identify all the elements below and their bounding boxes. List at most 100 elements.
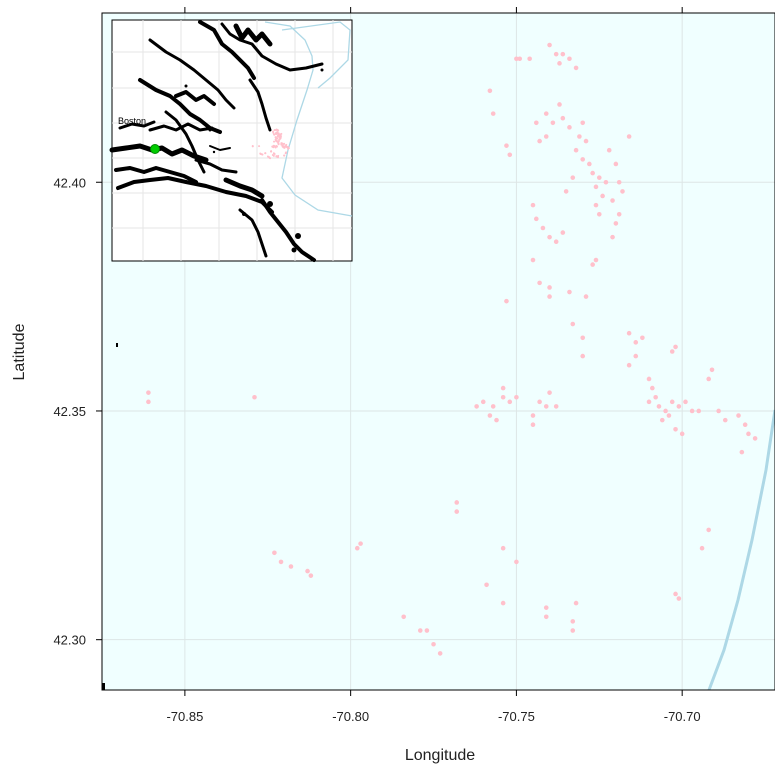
- data-point: [656, 404, 662, 409]
- data-point: [401, 614, 406, 620]
- data-point: [650, 385, 655, 391]
- inset-map: Boston: [109, 19, 353, 262]
- data-point: [570, 321, 576, 327]
- inset-coastline: [281, 21, 351, 89]
- data-point: [633, 353, 639, 359]
- data-point: [543, 605, 549, 610]
- data-point: [514, 394, 519, 400]
- data-point: [676, 596, 682, 601]
- inset-land: [109, 20, 324, 262]
- data-point: [537, 138, 542, 144]
- data-point: [673, 344, 678, 350]
- data-point: [507, 399, 513, 405]
- data-point: [437, 651, 443, 656]
- data-point: [596, 175, 602, 180]
- data-point: [616, 179, 622, 185]
- data-point: [590, 170, 595, 176]
- inset-data-point: [283, 146, 286, 149]
- data-point: [577, 134, 582, 139]
- data-point: [706, 527, 711, 533]
- data-point: [358, 541, 363, 546]
- data-point: [494, 417, 499, 423]
- inset-data-point: [285, 151, 288, 154]
- inset-data-point: [273, 133, 276, 136]
- data-point: [666, 413, 672, 418]
- data-point: [689, 408, 695, 414]
- data-point: [633, 340, 639, 345]
- data-point: [673, 591, 678, 597]
- data-point: [583, 138, 589, 144]
- inset-data-point: [277, 143, 280, 146]
- data-point: [739, 449, 745, 455]
- inset-data-point: [269, 157, 272, 160]
- data-point: [716, 408, 721, 414]
- data-point: [547, 390, 552, 395]
- inset-data-point: [275, 144, 278, 147]
- coastline: [707, 409, 775, 691]
- data-point: [530, 202, 536, 208]
- y-tick-label: 42.35: [53, 404, 86, 419]
- data-point: [557, 102, 562, 107]
- data-point: [543, 614, 549, 620]
- data-point: [550, 120, 556, 126]
- data-point: [507, 152, 513, 158]
- data-point: [308, 573, 314, 578]
- data-point: [146, 390, 151, 395]
- data-point: [252, 394, 257, 400]
- data-point: [288, 564, 294, 569]
- data-point: [593, 202, 599, 208]
- inset-data-point: [277, 129, 280, 132]
- data-point: [709, 367, 715, 373]
- data-point: [722, 417, 728, 423]
- x-axis: -70.85 -70.80 -70.75 -70.70: [166, 7, 701, 724]
- data-point: [527, 56, 532, 62]
- data-point: [560, 230, 566, 235]
- inset-data-point: [275, 155, 278, 158]
- data-point: [626, 134, 632, 139]
- inset-data-point: [273, 152, 276, 155]
- inset-data-point: [272, 154, 275, 157]
- data-point: [669, 399, 675, 405]
- data-point: [742, 422, 748, 427]
- data-point: [653, 394, 658, 400]
- inset-data-point: [283, 142, 286, 145]
- inset-data-point: [278, 138, 281, 141]
- data-point: [696, 408, 702, 414]
- inset-data-point: [276, 137, 279, 140]
- inset-data-point: [261, 153, 264, 156]
- data-point: [610, 234, 615, 240]
- data-point: [593, 257, 599, 263]
- data-point: [537, 399, 542, 405]
- data-point: [534, 216, 539, 222]
- data-point: [543, 404, 549, 409]
- data-point: [593, 184, 599, 190]
- data-point: [553, 404, 559, 409]
- data-point: [570, 619, 576, 624]
- inset-data-point: [270, 150, 273, 153]
- data-point: [587, 161, 592, 167]
- data-point: [354, 545, 360, 551]
- data-point: [547, 285, 552, 290]
- data-point: [616, 211, 622, 217]
- x-tick-label: -70.80: [332, 709, 369, 724]
- data-point: [613, 221, 619, 226]
- data-point: [567, 125, 572, 130]
- inset-data-point: [277, 132, 280, 135]
- data-point: [573, 600, 579, 606]
- inset-data-point: [273, 140, 276, 143]
- data-point: [676, 404, 682, 409]
- data-point: [736, 413, 741, 418]
- data-point: [547, 234, 552, 240]
- data-point: [610, 198, 615, 203]
- data-point: [570, 628, 576, 633]
- land-fragment: [102, 683, 105, 690]
- data-point: [699, 545, 705, 551]
- y-axis: 42.30 42.35 42.40: [53, 175, 102, 648]
- inset-land-islands: [184, 68, 324, 253]
- y-tick-label: 42.40: [53, 175, 86, 190]
- data-point: [530, 257, 536, 263]
- data-point: [504, 298, 509, 304]
- data-point: [567, 289, 572, 295]
- data-point: [669, 349, 675, 354]
